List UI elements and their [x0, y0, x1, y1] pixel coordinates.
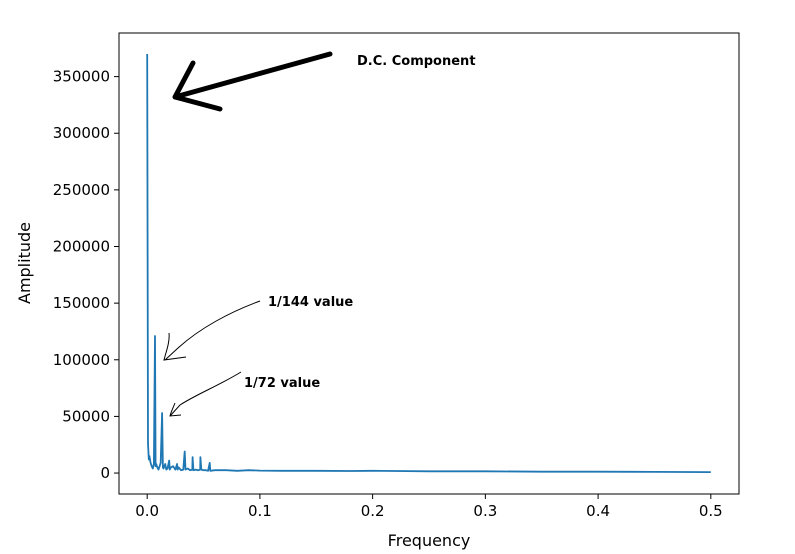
x-tick-label: 0.2 [361, 502, 385, 520]
dc-arrow-icon [172, 51, 333, 112]
dc-component-annotation: D.C. Component [172, 51, 476, 112]
y-tick-label: 300000 [53, 124, 110, 142]
y-tick-label: 100000 [53, 351, 110, 369]
arrow-144-icon [163, 300, 261, 361]
x-ticks: 0.0 0.1 0.2 0.3 0.4 0.5 [135, 494, 723, 520]
y-axis-label: Amplitude [15, 222, 34, 304]
x-tick-label: 0.5 [699, 502, 723, 520]
arrow-72-icon [169, 371, 242, 417]
x-tick-label: 0.1 [248, 502, 272, 520]
y-tick-label: 250000 [53, 181, 110, 199]
value-72-label: 1/72 value [244, 376, 320, 391]
dc-component-label: D.C. Component [357, 54, 476, 69]
x-axis-label: Frequency [388, 531, 471, 550]
value-144-label: 1/144 value [268, 295, 353, 310]
amplitude-series-line [146, 53, 711, 473]
y-tick-label: 0 [100, 464, 110, 482]
y-tick-label: 350000 [53, 68, 110, 86]
series-group [146, 53, 711, 473]
y-ticks: 0 50000 100000 150000 200000 250000 300000 3500… [53, 68, 119, 482]
value-72-annotation: 1/72 value [169, 371, 320, 417]
x-tick-label: 0.4 [586, 502, 610, 520]
plot-frame [118, 32, 740, 495]
value-144-annotation: 1/144 value [163, 295, 353, 361]
x-tick-label: 0.0 [135, 502, 159, 520]
y-tick-label: 200000 [53, 238, 110, 256]
x-tick-label: 0.3 [473, 502, 497, 520]
y-tick-label: 50000 [62, 407, 110, 425]
y-tick-label: 150000 [53, 294, 110, 312]
